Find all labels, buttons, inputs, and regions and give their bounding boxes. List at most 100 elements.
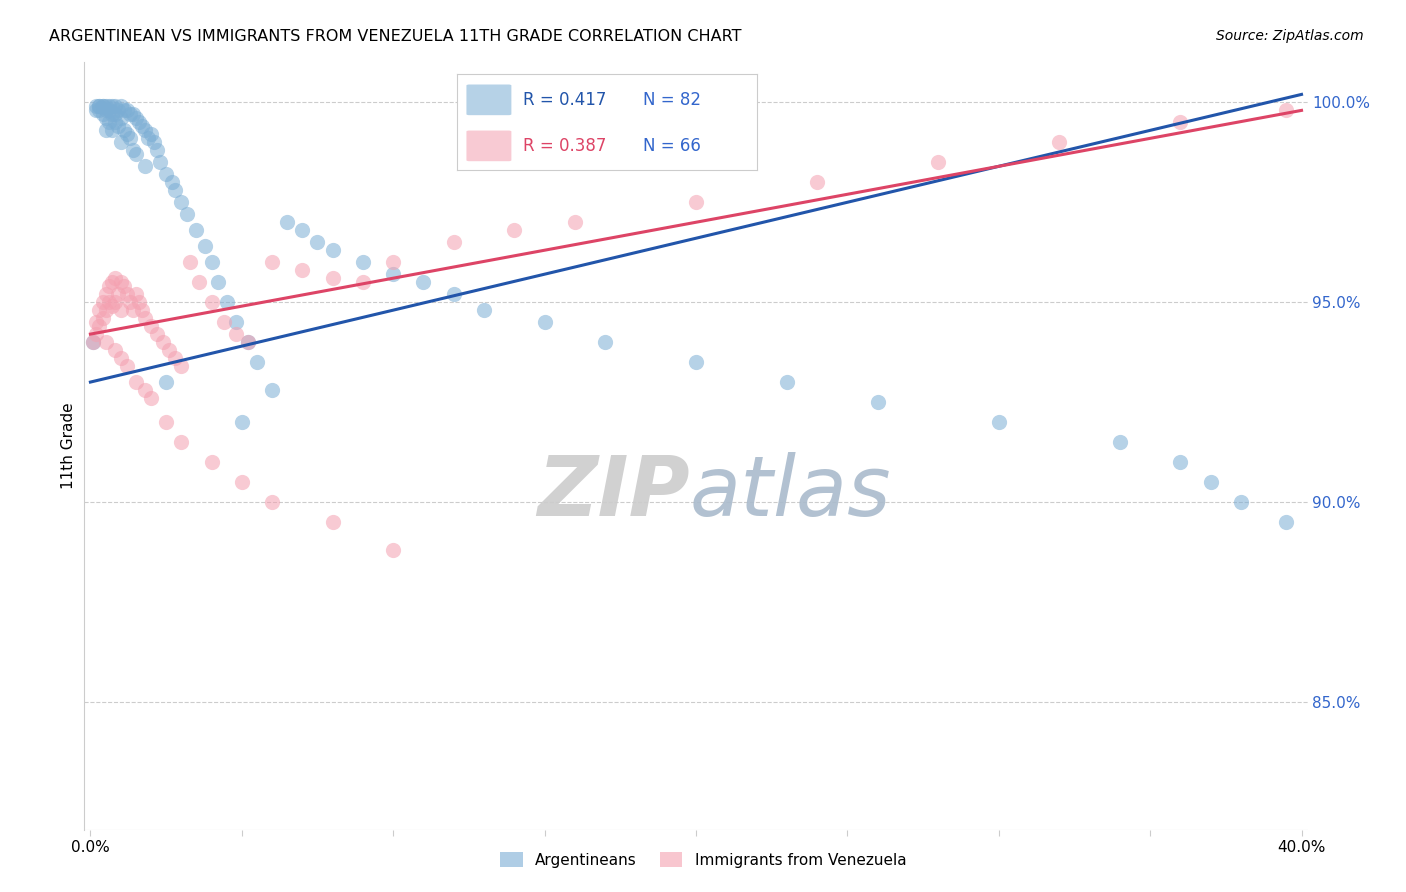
Point [236,335,259,350]
Point [91,311,114,326]
Point [155,375,177,389]
Point [110,275,132,289]
Point [155,415,177,429]
Point [165,183,187,197]
Point [443,287,465,301]
Point [110,351,132,365]
Point [118,131,141,145]
Point [170,195,193,210]
Point [146,144,169,158]
Point [115,287,138,301]
Point [89,303,111,318]
Point [94,303,117,318]
Point [194,239,217,253]
Point [110,303,132,318]
Point [128,295,150,310]
Point [82,335,104,350]
Point [94,103,117,118]
Point [472,303,495,318]
Point [112,123,135,137]
Point [86,327,108,342]
Point [382,267,405,281]
Point [322,515,344,529]
Point [322,244,344,258]
Point [987,415,1010,429]
Point [1108,435,1130,450]
Point [110,112,132,126]
Point [236,335,259,350]
Point [157,343,180,357]
Point [1275,103,1298,118]
Point [176,207,198,221]
Point [200,255,222,269]
Legend: Argentineans, Immigrants from Venezuela: Argentineans, Immigrants from Venezuela [494,846,912,873]
Point [97,279,120,293]
Point [1230,495,1253,509]
Point [112,279,135,293]
Point [100,123,122,137]
Point [443,235,465,250]
Point [1170,115,1192,129]
Point [1170,455,1192,469]
Point [215,295,238,310]
Point [121,303,143,318]
Point [118,107,141,121]
Point [94,123,117,137]
Point [200,295,222,310]
Point [107,287,129,301]
Point [186,223,208,237]
Text: Source: ZipAtlas.com: Source: ZipAtlas.com [1216,29,1364,43]
Point [94,335,117,350]
Point [86,315,108,329]
Point [188,275,211,289]
Point [104,99,127,113]
Point [131,120,153,134]
Point [97,295,120,310]
Text: atlas: atlas [690,451,891,533]
Point [262,383,284,397]
Point [155,167,177,181]
Point [1199,475,1222,489]
Point [1275,515,1298,529]
Point [152,335,174,350]
Point [139,391,162,405]
Point [82,335,104,350]
Point [91,295,114,310]
Point [100,107,122,121]
Point [685,195,707,210]
Point [685,355,707,369]
Point [86,99,108,113]
Point [136,131,159,145]
Point [91,107,114,121]
Point [200,455,222,469]
Point [115,128,138,142]
Point [110,99,132,113]
Point [128,115,150,129]
Point [322,271,344,285]
Point [115,359,138,373]
Point [165,351,187,365]
Point [246,355,269,369]
Point [139,319,162,334]
Point [352,255,374,269]
Point [97,115,120,129]
Point [89,99,111,113]
Point [593,335,616,350]
Point [231,475,253,489]
Point [100,299,122,313]
Point [134,123,156,137]
Point [134,383,156,397]
Point [143,136,166,150]
Point [110,136,132,150]
Point [104,343,127,357]
Point [134,159,156,173]
Point [307,235,329,250]
Point [866,395,889,409]
Point [89,103,111,118]
Point [231,415,253,429]
Point [352,275,374,289]
Point [134,311,156,326]
Point [382,255,405,269]
Point [382,542,405,557]
Point [533,315,555,329]
